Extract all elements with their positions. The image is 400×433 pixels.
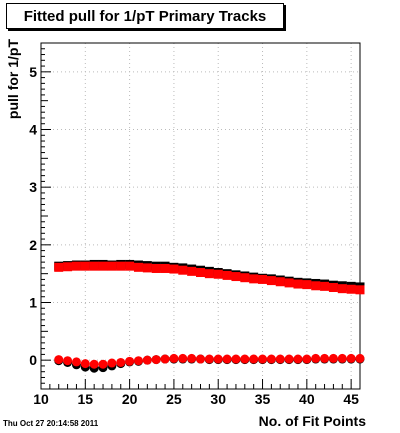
data-point-square — [107, 261, 117, 271]
data-point-circle — [63, 356, 73, 366]
data-point-circle — [258, 354, 268, 364]
data-point-square — [89, 261, 99, 271]
data-point-circle — [213, 354, 223, 364]
data-point-circle — [204, 354, 214, 364]
x-tick-label: 20 — [122, 391, 138, 407]
y-axis-label: pull for 1/pT — [5, 38, 21, 120]
data-point-circle — [71, 357, 81, 367]
data-point-circle — [187, 353, 197, 363]
data-point-circle — [346, 353, 356, 363]
timestamp: Thu Oct 27 20:14:58 2011 — [3, 419, 99, 428]
data-point-square — [116, 261, 126, 271]
grid-lines — [40, 43, 360, 389]
data-point-square — [266, 276, 276, 286]
data-point-square — [63, 262, 73, 272]
data-marks — [54, 259, 365, 373]
x-tick-label: 35 — [255, 391, 271, 407]
data-point-circle — [293, 354, 303, 364]
plot-frame — [40, 42, 361, 390]
chart-title: Fitted pull for 1/pT Primary Tracks — [23, 8, 267, 25]
data-point-circle — [178, 353, 188, 363]
data-point-square — [142, 263, 152, 273]
data-point-square — [196, 268, 205, 278]
y-tick-label: 4 — [29, 122, 37, 138]
data-point-circle — [89, 359, 99, 369]
data-point-square — [284, 278, 294, 288]
data-point-circle — [302, 354, 312, 364]
data-point-circle — [328, 353, 338, 363]
data-point-square — [54, 262, 64, 272]
data-point-circle — [231, 354, 241, 364]
y-tick-label: 3 — [29, 179, 37, 195]
x-tick-label: 40 — [299, 391, 315, 407]
data-point-circle — [196, 354, 205, 364]
data-point-circle — [160, 354, 170, 364]
data-point-square — [293, 279, 303, 289]
y-tick-label: 2 — [29, 237, 37, 253]
data-point-circle — [249, 354, 259, 364]
data-point-square — [320, 281, 330, 291]
x-tick-label: 15 — [78, 391, 94, 407]
x-tick-label: 45 — [343, 391, 359, 407]
x-tick-label: 30 — [210, 391, 226, 407]
data-point-circle — [355, 353, 365, 363]
data-point-square — [71, 261, 81, 271]
data-point-square — [249, 274, 259, 284]
data-point-circle — [151, 355, 161, 365]
data-point-square — [98, 261, 108, 271]
data-point-circle — [320, 353, 330, 363]
data-point-square — [337, 284, 347, 294]
data-point-circle — [222, 354, 232, 364]
data-point-circle — [54, 355, 64, 365]
data-point-square — [231, 272, 241, 282]
data-point-square — [346, 284, 356, 294]
data-point-square — [160, 263, 170, 273]
x-tick-label: 25 — [166, 391, 182, 407]
data-point-circle — [80, 359, 90, 369]
data-point-circle — [266, 354, 276, 364]
y-tick-label: 1 — [29, 295, 37, 311]
y-tick-label: 5 — [29, 64, 37, 80]
data-point-square — [187, 266, 197, 276]
y-tick-label: 0 — [29, 352, 37, 368]
data-point-circle — [142, 355, 152, 365]
data-point-circle — [240, 354, 250, 364]
data-point-square — [311, 281, 321, 291]
data-point-square — [302, 280, 312, 290]
data-point-circle — [107, 358, 117, 368]
data-point-circle — [116, 357, 126, 367]
data-point-square — [80, 261, 90, 271]
data-point-square — [328, 283, 338, 293]
data-point-square — [125, 261, 135, 271]
data-point-circle — [337, 353, 347, 363]
x-tick-label: 10 — [33, 391, 49, 407]
data-point-square — [222, 270, 232, 280]
data-point-square — [178, 265, 188, 275]
data-point-square — [133, 262, 143, 272]
chart-title-box: Fitted pull for 1/pT Primary Tracks — [6, 3, 284, 29]
data-point-square — [151, 263, 161, 273]
data-point-circle — [275, 354, 285, 364]
data-point-circle — [284, 354, 294, 364]
data-point-square — [275, 277, 285, 287]
data-point-circle — [98, 359, 108, 369]
data-point-circle — [311, 353, 321, 363]
data-point-square — [204, 269, 214, 279]
data-point-circle — [133, 356, 143, 366]
data-point-square — [213, 269, 223, 279]
data-point-square — [355, 285, 365, 295]
data-point-square — [258, 274, 268, 284]
data-point-square — [240, 273, 250, 283]
data-point-circle — [169, 353, 179, 363]
data-point-circle — [125, 356, 135, 366]
x-axis-label: No. of Fit Points — [258, 413, 366, 429]
data-point-square — [169, 264, 179, 274]
